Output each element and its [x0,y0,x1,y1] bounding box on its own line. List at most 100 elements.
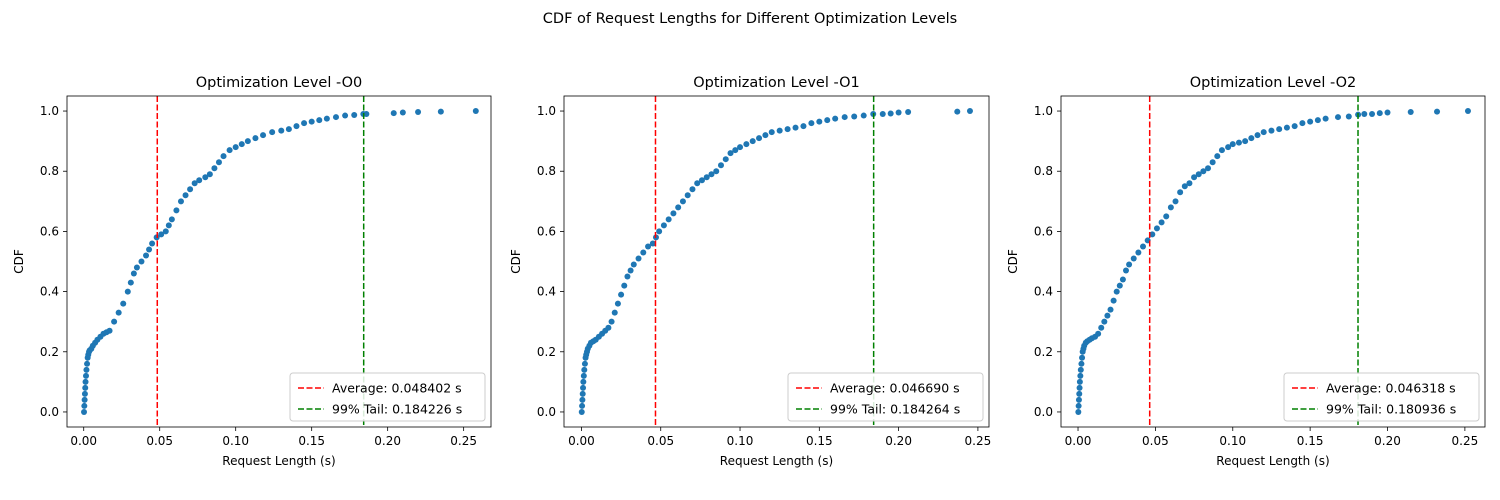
data-point [1075,396,1082,403]
data-point [1434,108,1441,115]
data-point [694,180,701,187]
data-point [1376,110,1383,117]
data-point [115,309,122,316]
x-tick-label: 0.15 [806,434,833,448]
data-point [332,114,339,121]
data-point [1130,255,1137,262]
data-point [1126,261,1133,268]
data-point [1095,330,1102,337]
data-point [624,273,631,280]
data-point [437,108,444,115]
data-point [689,186,696,193]
y-tick-label: 0.2 [1034,345,1053,359]
data-point [608,318,615,325]
data-point [708,171,715,178]
y-tick-label: 0.0 [40,405,59,419]
chart-panel-0: 0.00 0.05 0.10 0.15 0.20 0.25 0.0 0.2 0.4 0.6 0.8 1… [12,75,492,468]
data-point [211,165,218,172]
data-point [675,204,682,211]
x-tick-label: 0.10 [222,434,249,448]
data-point [614,300,621,307]
chart-panel-1: 0.00 0.05 0.10 0.15 0.20 0.25 0.0 0.2 0.4 0.6 0.8 1… [509,75,991,468]
legend-box [1283,372,1480,422]
legend-label: 99% Tail: 0.180936 s [1326,402,1456,417]
data-point [173,207,180,214]
data-point [1464,108,1471,115]
legend-box [787,372,984,422]
data-point [578,408,585,415]
x-axis-label: Request Length (s) [222,454,335,468]
data-point [627,267,634,274]
data-point [808,120,815,127]
data-point [1205,165,1212,172]
data-point [127,279,134,286]
data-point [703,174,710,181]
data-point [581,366,588,373]
data-point [232,144,239,151]
y-tick-label: 0.8 [537,164,556,178]
data-point [1225,144,1232,151]
data-point [887,110,894,117]
data-point [665,216,672,223]
x-tick-label: 0.05 [1142,434,1169,448]
y-tick-label: 0.6 [40,224,59,238]
x-tick-label: 0.25 [450,434,477,448]
x-tick-label: 0.00 [1065,434,1092,448]
y-tick-label: 1.0 [537,104,556,118]
data-point [138,258,145,265]
legend: Average: 0.046690 s 99% Tail: 0.184264 s [787,372,984,422]
data-point [399,109,406,116]
data-point [293,123,300,130]
x-tick-label: 0.10 [1219,434,1246,448]
data-point [238,141,245,148]
data-point [82,378,89,385]
legend-label: Average: 0.046318 s [1326,381,1456,396]
data-point [1242,138,1249,145]
data-point [187,186,194,193]
data-point [954,108,961,115]
data-point [1075,402,1082,409]
data-point [206,171,213,178]
y-tick-label: 0.6 [1034,224,1053,238]
figure-title: CDF of Request Lengths for Different Opt… [543,11,957,27]
data-point [841,114,848,121]
data-point [1172,198,1179,205]
data-point [1345,113,1352,120]
data-point [220,153,227,160]
axes-frame [66,95,492,428]
y-tick-label: 0.2 [40,345,59,359]
data-point [1098,324,1105,331]
data-point [143,252,150,259]
data-point [1076,384,1083,391]
x-tick-label: 0.20 [885,434,912,448]
data-point [851,113,858,120]
data-point [737,144,744,151]
chart-title: Optimization Level -O2 [1190,75,1357,91]
data-point [640,249,647,256]
data-point [1322,115,1329,122]
legend-label: 99% Tail: 0.184264 s [830,402,960,417]
data-point [618,291,625,298]
x-tick-label: 0.25 [1452,434,1479,448]
data-point [1167,204,1174,211]
data-point [580,378,587,385]
data-point [621,282,628,289]
x-tick-label: 0.00 [568,434,595,448]
x-tick-label: 0.05 [146,434,173,448]
legend-label: 99% Tail: 0.184226 s [332,402,462,417]
data-point [1186,180,1193,187]
data-point [1076,378,1083,385]
data-point [784,126,791,133]
data-point [1153,225,1160,232]
legend-label: Average: 0.048402 s [332,381,462,396]
data-point [196,177,203,184]
data-point [1113,288,1120,295]
data-point [1218,147,1225,154]
x-tick-label: 0.05 [647,434,674,448]
y-tick-label: 0.4 [1034,285,1053,299]
data-point [1149,231,1156,238]
y-axis-label: CDF [1006,249,1020,274]
data-point [1076,390,1083,397]
data-point [342,112,349,119]
data-point [202,174,209,181]
